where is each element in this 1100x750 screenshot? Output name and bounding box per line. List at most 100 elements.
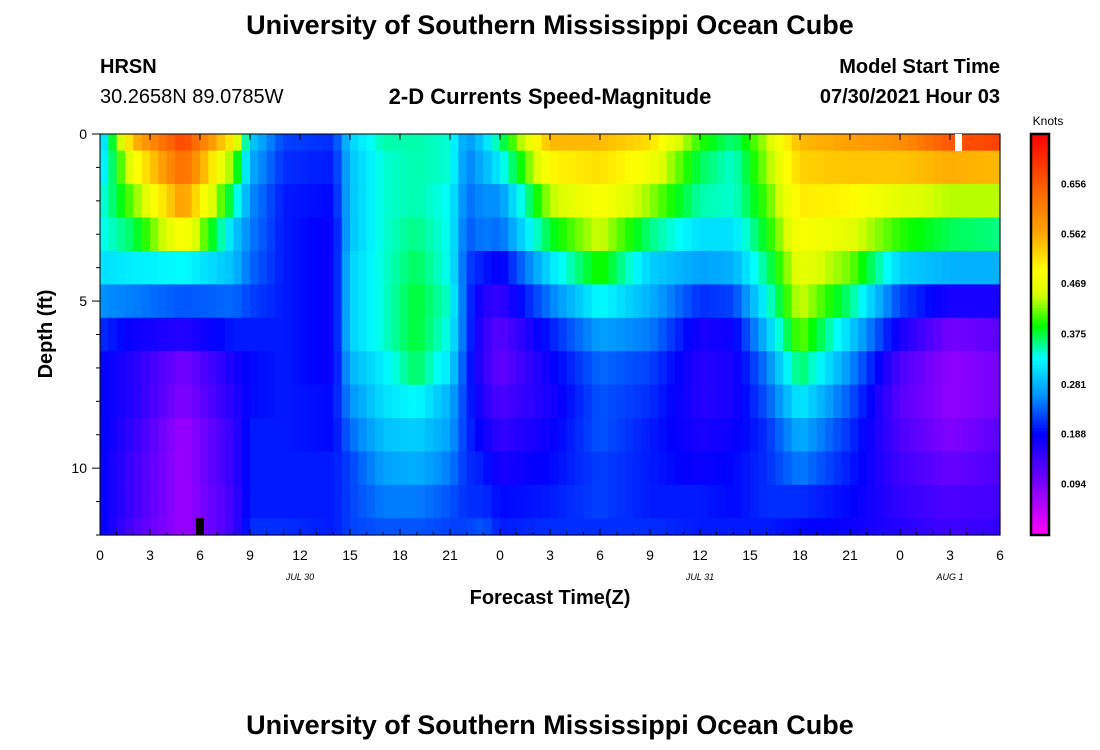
heatmap-cell [908,484,918,519]
x-tick-label: 3 [946,547,954,563]
heatmap-cell [633,418,643,453]
heatmap-cell [183,217,193,252]
heatmap-cell [133,134,143,152]
x-tick-label: 15 [742,547,758,563]
heatmap-cell [500,184,509,219]
heatmap-cell [150,217,159,252]
heatmap-cell [841,317,851,352]
colorbar-swatch [1031,334,1049,339]
heatmap-cell [958,484,968,519]
heatmap-cell [383,250,393,285]
heatmap-cell [491,351,501,386]
heatmap-cell [775,284,784,319]
heatmap-cell [650,384,659,419]
heatmap-cell [925,317,934,352]
heatmap-cell [808,484,818,519]
heatmap-cell [550,384,559,419]
heatmap-cell [975,351,984,386]
heatmap-cell [908,518,918,536]
heatmap-cell [958,134,968,152]
heatmap-cell [875,418,884,453]
colorbar-swatch [1031,167,1049,172]
heatmap-cell [866,451,876,486]
heatmap-cell [433,134,443,152]
heatmap-cell [266,134,276,152]
heatmap-cell [916,217,926,252]
heatmap-cell [808,451,818,486]
heatmap-cell [341,317,351,352]
heatmap-cell [400,250,409,285]
heatmap-cell [883,184,893,219]
x-tick-label: 9 [246,547,254,563]
heatmap-cell [466,217,476,252]
heatmap-cell [958,418,968,453]
heatmap-cell [733,351,743,386]
colorbar-swatch [1031,458,1049,463]
heatmap-cell [100,451,109,486]
heatmap-cell [808,418,818,453]
heatmap-cell [191,150,201,185]
heatmap-cell [166,217,176,252]
heatmap-cell [783,484,793,519]
heatmap-cell [400,150,409,185]
station-coords: 30.2658N 89.0785W [100,86,284,108]
heatmap-cell [141,317,151,352]
heatmap-cell [525,217,534,252]
heatmap-cell [525,451,534,486]
heatmap-cell [383,184,393,219]
colorbar-swatch [1031,230,1049,235]
colorbar-swatch [1031,257,1049,262]
heatmap-cell [733,518,743,536]
heatmap-cell [800,284,809,319]
heatmap-cell [100,351,109,386]
heatmap-cell [741,351,751,386]
x-tick-label: 6 [196,547,204,563]
heatmap-cell [225,418,234,453]
heatmap-cell [975,134,984,152]
heatmap-cell [333,150,343,185]
heatmap-cell [341,284,351,319]
heatmap-cell [716,451,726,486]
colorbar-swatch [1031,531,1049,536]
heatmap-cell [558,451,568,486]
heatmap-cell [333,284,343,319]
heatmap-cell [375,150,384,185]
heatmap-cell [391,134,401,152]
heatmap-cell [725,518,734,536]
heatmap-cell [525,150,534,185]
date-label: JUL 30 [285,572,314,582]
heatmap-cell [308,351,318,386]
heatmap-cell [791,384,801,419]
heatmap-cell [850,351,859,386]
heatmap-cell [550,150,559,185]
heatmap-cell [283,484,293,519]
heatmap-cell [600,384,609,419]
heatmap-cell [450,150,459,185]
heatmap-cell [441,351,451,386]
heatmap-cell [150,284,159,319]
page-title-bottom: University of Southern Mississippi Ocean… [246,710,854,740]
heatmap-cell [583,384,593,419]
heatmap-cell [308,317,318,352]
heatmap-cell [133,451,143,486]
heatmap-cell [933,284,943,319]
heatmap-cell [541,284,551,319]
heatmap-cell [158,351,168,386]
heatmap-cell [133,217,143,252]
colorbar-swatch [1031,321,1049,326]
heatmap-cell [808,518,818,536]
heatmap-cell [200,351,209,386]
heatmap-cell [241,418,251,453]
heatmap-cell [900,184,909,219]
colorbar-swatch [1031,267,1049,272]
heatmap-cell [900,150,909,185]
heatmap-cell [516,384,526,419]
heatmap-cell [558,134,568,152]
heatmap-cell [425,150,434,185]
heatmap-cell [533,451,543,486]
heatmap-cell [725,317,734,352]
heatmap-cell [591,317,601,352]
heatmap-cell [766,351,776,386]
heatmap-cell [800,184,809,219]
